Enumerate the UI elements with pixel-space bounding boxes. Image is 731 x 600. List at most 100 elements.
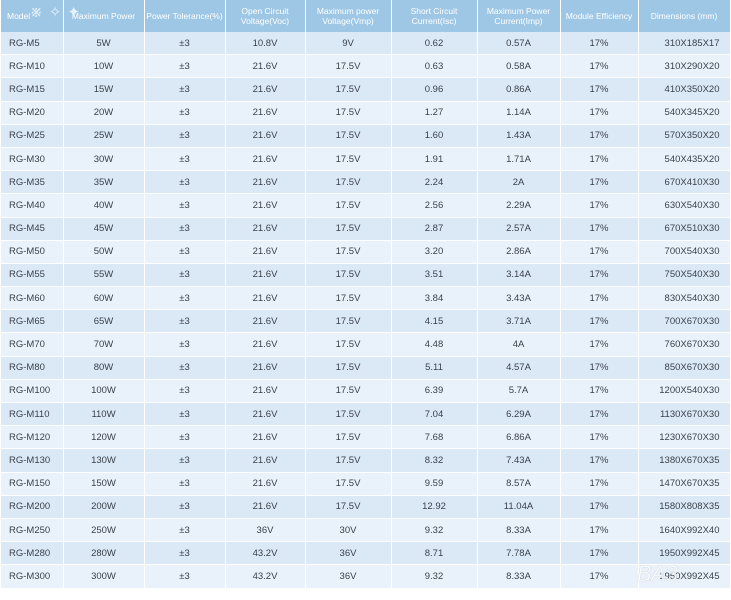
cell-max-power: 150W — [63, 472, 145, 496]
cell-model: RG-M5 — [1, 32, 64, 56]
header-model: Model — [1, 0, 64, 32]
cell-short-circuit-current: 4.48 — [391, 332, 478, 357]
cell-power-tolerance: ±3 — [144, 124, 226, 148]
cell-module-efficiency: 17% — [560, 240, 639, 264]
cell-dimensions: 1130X670X30 — [638, 402, 731, 427]
table-row: RG-M40 40W ±3 21.6V 17.5V 2.56 2.29A 17% 630X540… — [1, 193, 731, 218]
table-row: RG-M280 280W ±3 43.2V 36V 8.71 7.78A 17% 1950X99… — [1, 541, 731, 566]
cell-power-tolerance: ±3 — [144, 263, 226, 288]
header-max-power: Maximum Power — [63, 0, 145, 32]
cell-open-circuit-voltage: 21.6V — [225, 356, 306, 380]
cell-max-power-current: 4A — [477, 332, 561, 357]
table-row: RG-M110 110W ±3 21.6V 17.5V 7.04 6.29A 17% 1130X… — [1, 402, 731, 427]
cell-max-power-current: 3.14A — [477, 263, 561, 288]
cell-max-power-current: 2.57A — [477, 217, 561, 241]
cell-dimensions: 750X540X30 — [638, 263, 731, 288]
cell-max-power-current: 0.58A — [477, 54, 561, 79]
header-power-tolerance: Power Tolerance(%) — [144, 0, 226, 32]
table-row: RG-M100 100W ±3 21.6V 17.5V 6.39 5.7A 17% 1200X5… — [1, 379, 731, 404]
watermark-logo: ВАЗ — [637, 561, 679, 587]
cell-short-circuit-current: 0.62 — [391, 32, 478, 56]
cell-power-tolerance: ±3 — [144, 495, 226, 519]
table-body: RG-M5 5W ±3 10.8V 9V 0.62 0.57A 17% 310X185X17 RG… — [1, 32, 731, 589]
cell-open-circuit-voltage: 21.6V — [225, 217, 306, 241]
cell-short-circuit-current: 9.32 — [391, 564, 478, 589]
cell-short-circuit-current: 3.84 — [391, 286, 478, 311]
table-row: RG-M20 20W ±3 21.6V 17.5V 1.27 1.14A 17% 540X345… — [1, 101, 731, 125]
cell-model: RG-M30 — [1, 147, 64, 172]
cell-module-efficiency: 17% — [560, 332, 639, 357]
cell-model: RG-M150 — [1, 472, 64, 496]
table-row: RG-M200 200W ±3 21.6V 17.5V 12.92 11.04A 17% 158… — [1, 495, 731, 519]
cell-model: RG-M10 — [1, 54, 64, 79]
table-row: RG-M80 80W ±3 21.6V 17.5V 5.11 4.57A 17% 850X670… — [1, 356, 731, 380]
cell-max-power-current: 7.78A — [477, 541, 561, 566]
cell-module-efficiency: 17% — [560, 124, 639, 148]
cell-max-power-current: 0.57A — [477, 32, 561, 56]
cell-max-power: 300W — [63, 564, 145, 589]
cell-max-power: 20W — [63, 101, 145, 125]
cell-power-tolerance: ±3 — [144, 240, 226, 264]
cell-power-tolerance: ±3 — [144, 402, 226, 427]
cell-max-power: 5W — [63, 32, 145, 56]
cell-max-power-current: 2A — [477, 170, 561, 195]
cell-module-efficiency: 17% — [560, 54, 639, 79]
cell-max-power-voltage: 17.5V — [305, 101, 392, 125]
cell-model: RG-M80 — [1, 356, 64, 380]
table-row: RG-M30 30W ±3 21.6V 17.5V 1.91 1.71A 17% 540X435… — [1, 147, 731, 172]
table-row: RG-M120 120W ±3 21.6V 17.5V 7.68 6.86A 17% 1230X… — [1, 425, 731, 450]
cell-open-circuit-voltage: 21.6V — [225, 101, 306, 125]
cell-max-power: 25W — [63, 124, 145, 148]
cell-max-power: 35W — [63, 170, 145, 195]
cell-open-circuit-voltage: 21.6V — [225, 240, 306, 264]
cell-power-tolerance: ±3 — [144, 217, 226, 241]
header-short-circuit-current: Short Circuit Current(Isc) — [391, 0, 478, 32]
table-row: RG-M70 70W ±3 21.6V 17.5V 4.48 4A 17% 760X670X30 — [1, 332, 731, 357]
cell-power-tolerance: ±3 — [144, 518, 226, 543]
cell-module-efficiency: 17% — [560, 495, 639, 519]
cell-max-power-current: 0.86A — [477, 77, 561, 102]
cell-model: RG-M60 — [1, 286, 64, 311]
cell-short-circuit-current: 12.92 — [391, 495, 478, 519]
cell-dimensions: 700X540X30 — [638, 240, 731, 264]
cell-power-tolerance: ±3 — [144, 448, 226, 473]
cell-short-circuit-current: 9.59 — [391, 472, 478, 496]
cell-max-power-voltage: 36V — [305, 541, 392, 566]
cell-max-power-current: 11.04A — [477, 495, 561, 519]
cell-power-tolerance: ±3 — [144, 332, 226, 357]
cell-dimensions: 540X345X20 — [638, 101, 731, 125]
cell-model: RG-M120 — [1, 425, 64, 450]
cell-max-power-current: 2.86A — [477, 240, 561, 264]
cell-module-efficiency: 17% — [560, 193, 639, 218]
cell-short-circuit-current: 4.15 — [391, 309, 478, 334]
cell-module-efficiency: 17% — [560, 541, 639, 566]
cell-max-power: 100W — [63, 379, 145, 404]
table-header-row: Model Maximum Power Power Tolerance(%) O… — [1, 0, 731, 32]
cell-power-tolerance: ±3 — [144, 101, 226, 125]
cell-max-power: 30W — [63, 147, 145, 172]
cell-short-circuit-current: 3.51 — [391, 263, 478, 288]
cell-model: RG-M65 — [1, 309, 64, 334]
cell-max-power-voltage: 17.5V — [305, 332, 392, 357]
cell-open-circuit-voltage: 21.6V — [225, 495, 306, 519]
cell-dimensions: 1470X670X35 — [638, 472, 731, 496]
cell-power-tolerance: ±3 — [144, 309, 226, 334]
table-row: RG-M55 55W ±3 21.6V 17.5V 3.51 3.14A 17% 750X540… — [1, 263, 731, 288]
cell-max-power-voltage: 17.5V — [305, 240, 392, 264]
cell-max-power-current: 3.43A — [477, 286, 561, 311]
cell-module-efficiency: 17% — [560, 32, 639, 56]
table-row: RG-M150 150W ±3 21.6V 17.5V 9.59 8.57A 17% 1470X… — [1, 472, 731, 496]
cell-power-tolerance: ±3 — [144, 193, 226, 218]
cell-max-power: 250W — [63, 518, 145, 543]
cell-short-circuit-current: 8.32 — [391, 448, 478, 473]
cell-max-power-voltage: 17.5V — [305, 170, 392, 195]
cell-model: RG-M110 — [1, 402, 64, 427]
cell-dimensions: 570X350X20 — [638, 124, 731, 148]
cell-dimensions: 850X670X30 — [638, 356, 731, 380]
cell-open-circuit-voltage: 21.6V — [225, 124, 306, 148]
cell-model: RG-M100 — [1, 379, 64, 404]
cell-power-tolerance: ±3 — [144, 286, 226, 311]
cell-short-circuit-current: 7.68 — [391, 425, 478, 450]
